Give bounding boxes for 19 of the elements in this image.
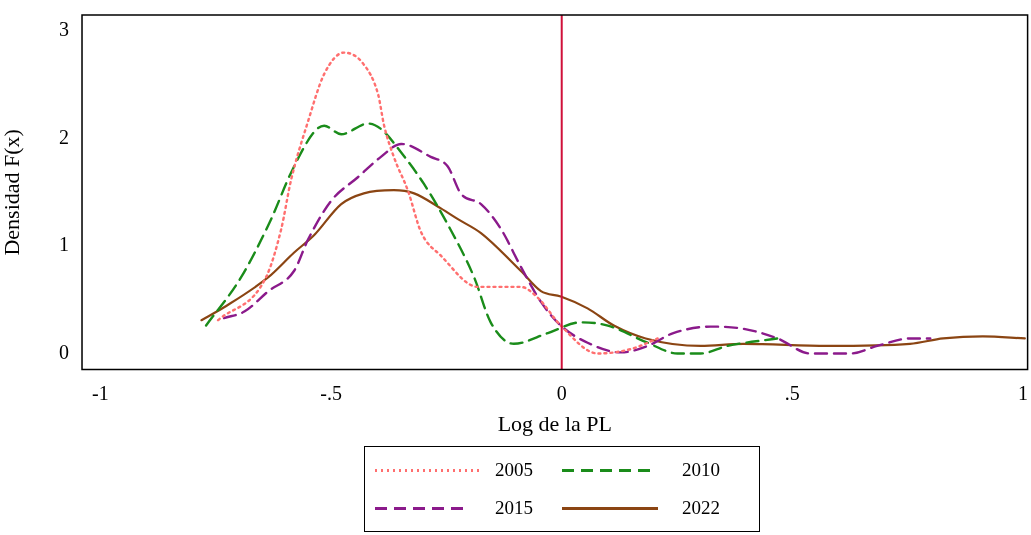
y-axis-title: Densidad F(x) [0, 129, 24, 256]
line-series [204, 122, 779, 355]
line-series [216, 51, 659, 355]
y-tick-label: 0 [59, 340, 69, 363]
y-tick-label: 2 [59, 125, 69, 148]
y-tick-label: 3 [59, 18, 69, 41]
x-axis-title: Log de la PL [497, 410, 612, 436]
x-tick-label: .5 [784, 381, 800, 404]
legend-label: 2015 [495, 497, 533, 519]
x-tick-label: 1 [1017, 381, 1028, 404]
legend-label: 2010 [682, 459, 720, 481]
y-tick-label: 1 [59, 233, 69, 256]
x-tick-label: -.5 [320, 381, 342, 404]
legend-label: 2005 [495, 459, 533, 481]
x-tick-label: -1 [92, 381, 109, 404]
line-series [222, 142, 932, 355]
legend-label: 2022 [682, 497, 720, 519]
line-series [200, 189, 1026, 348]
x-tick-label: 0 [556, 381, 567, 404]
